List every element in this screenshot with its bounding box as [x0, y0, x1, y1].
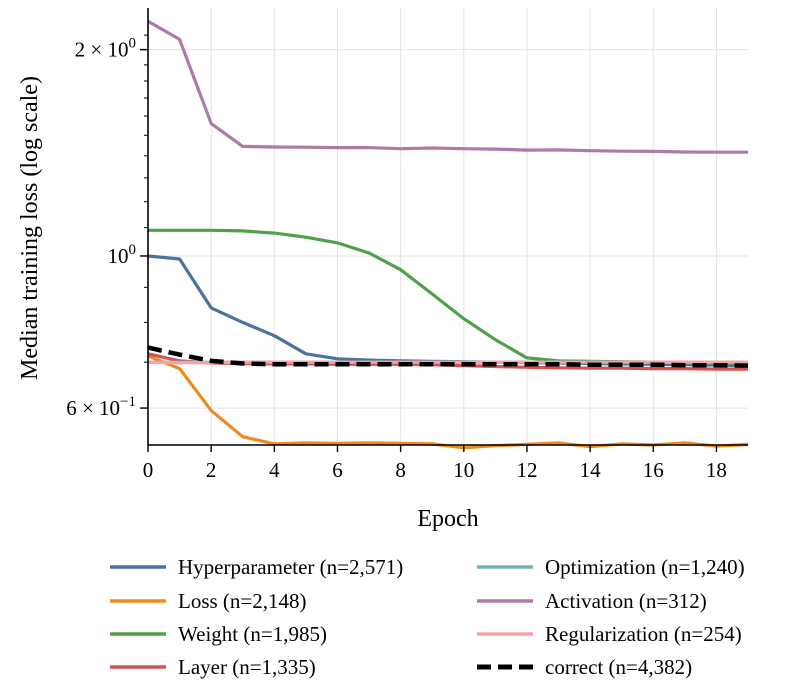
legend-label: Activation (n=312): [545, 589, 707, 613]
x-tick-label: 16: [643, 458, 664, 482]
x-tick-label: 6: [332, 458, 343, 482]
series-line-0: [147, 254, 749, 368]
x-tick-label: 4: [269, 458, 280, 482]
series-line-7: [147, 345, 749, 368]
legend-label: correct (n=4,382): [545, 655, 692, 679]
x-tick-label: 2: [206, 458, 217, 482]
series-lines: [147, 19, 749, 450]
axes: [147, 8, 748, 446]
x-tick-label: 0: [143, 458, 154, 482]
legend-label: Optimization (n=1,240): [545, 555, 745, 579]
x-tick-marks: 0 2 4 6 8 10 12 14 16 18: [143, 445, 727, 482]
series-line-5: [147, 19, 748, 154]
x-tick-label: 14: [580, 458, 602, 482]
x-axis-label: Epoch: [417, 506, 478, 532]
y-tick-label: 100: [108, 242, 137, 268]
legend-label: Hyperparameter (n=2,571): [178, 555, 403, 579]
legend-label: Weight (n=1,985): [178, 622, 327, 646]
series-line-2: [148, 228, 749, 366]
y-axis-label: Median training loss (log scale): [17, 76, 43, 380]
legend-label: Loss (n=2,148): [178, 589, 307, 613]
legend-label: Layer (n=1,335): [178, 655, 316, 679]
legend-label: Regularization (n=254): [545, 622, 742, 646]
y-tick-marks: 2 × 100 100 6 × 10−1: [66, 34, 148, 420]
x-tick-label: 18: [706, 458, 727, 482]
y-tick-label: 2 × 100: [75, 36, 136, 62]
y-tick-label: 6 × 10−1: [66, 394, 136, 420]
legend: Hyperparameter (n=2,571) Loss (n=2,148) We…: [110, 555, 745, 679]
x-tick-label: 10: [453, 458, 474, 482]
x-tick-label: 12: [516, 458, 537, 482]
x-tick-label: 8: [395, 458, 406, 482]
vertical-gridlines: [147, 8, 748, 445]
